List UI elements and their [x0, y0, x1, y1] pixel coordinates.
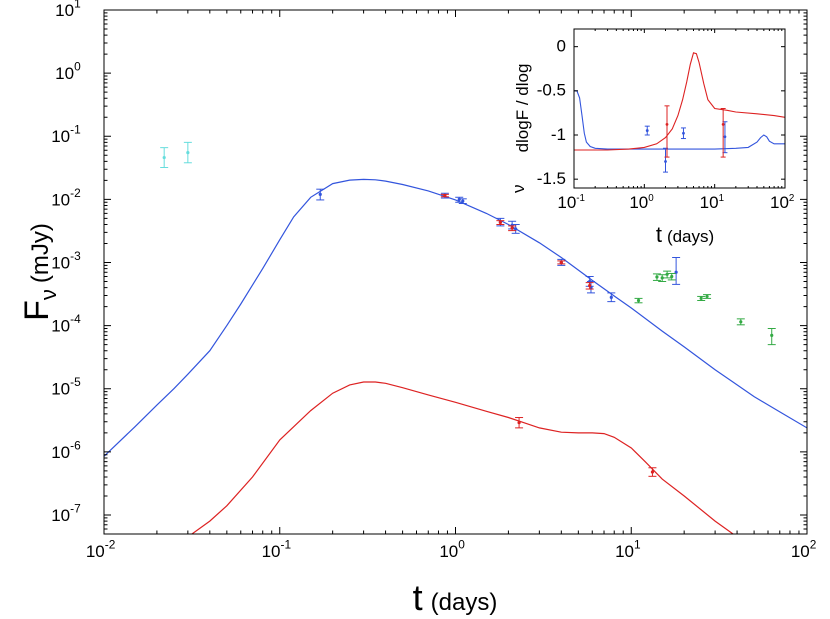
inset-slope-data-blue-point: [663, 147, 669, 173]
main-data-red-point: [440, 193, 449, 198]
main-data-cyan-marker: [162, 155, 166, 160]
main-x-tick-label: 101: [615, 538, 641, 562]
main-data-red-marker: [650, 470, 655, 474]
x-axis-label-unit: (days): [431, 589, 498, 616]
main-y-tick-label: 101: [55, 0, 81, 20]
inset-x-axis-label: t (days): [656, 222, 714, 247]
x-axis-label-main: t: [413, 577, 423, 618]
main-data-green-point: [697, 295, 706, 302]
main-data-green-marker: [699, 296, 703, 300]
inset-y-tick-label: -1.5: [537, 169, 566, 188]
inset-plot-frame: [573, 28, 786, 189]
main-data-green-marker: [770, 333, 774, 338]
main-data-red-point: [585, 282, 594, 290]
main-data-green-marker: [660, 276, 664, 280]
y-axis-label-main: F: [18, 300, 56, 321]
main-x-tick-label: 10-2: [86, 538, 116, 562]
main-plot-frame: [103, 9, 808, 535]
inset-slope-data-red-marker: [721, 123, 725, 126]
inset-y-tick-label: -1: [551, 125, 566, 144]
inset-slope-data-blue-point: [680, 127, 686, 140]
inset-x-tick-label: 102: [770, 193, 794, 212]
main-data-cyan-point: [160, 147, 169, 168]
main-data-red-marker: [559, 260, 563, 265]
main-x-tick-label: 102: [791, 538, 817, 562]
main-data-blue-point: [316, 188, 325, 201]
inset-slope-blue-line: [574, 90, 785, 150]
inset-slope-data-blue-marker: [664, 160, 667, 163]
inset-slope-data-blue-marker: [645, 129, 649, 132]
main-data-red-marker: [443, 193, 447, 198]
inset-slope-red-line: [574, 52, 785, 151]
main-y-tick-label: 10-3: [51, 249, 81, 273]
main-y-tick-label: 10-5: [51, 375, 81, 399]
main-data-green-point: [767, 328, 776, 346]
main-y-tick-label: 10-4: [51, 312, 81, 336]
main-data-blue-marker: [461, 199, 465, 203]
main-data-blue-marker: [457, 197, 461, 201]
main-data-red-point: [496, 220, 505, 225]
inset-y-axis-label-nu: ν: [509, 185, 528, 194]
main-data-blue-marker: [514, 227, 518, 231]
main-data-green-point: [703, 294, 712, 299]
main-data-blue-point: [607, 292, 616, 303]
inset-slope-data-red-marker: [665, 123, 669, 126]
y-axis-label: Fν (mJy): [18, 223, 61, 321]
main-y-tick-label: 10-1: [51, 123, 81, 147]
inset-slope-data-blue-point: [644, 125, 650, 136]
main-data-green-marker: [655, 275, 659, 279]
main-data-green-point: [736, 318, 745, 326]
main-data-blue-point: [458, 198, 467, 205]
inset-y-tick-label: -0.5: [537, 81, 566, 100]
inset-y-axis-label: dlogF / dlog: [513, 64, 532, 153]
main-model-blue-line: [104, 178, 807, 457]
main-data-red-marker: [588, 284, 592, 288]
inset-slope-data-red-point: [720, 108, 726, 158]
inset-x-tick-label: 101: [700, 193, 724, 212]
inset-slope-data-blue-marker: [682, 131, 685, 135]
inset-y-axis-label-nu-text: ν: [509, 185, 528, 194]
main-y-tick-label: 10-6: [51, 438, 81, 462]
main-y-tick-label: 10-2: [51, 186, 81, 210]
main-x-tick-label: 10-1: [262, 538, 292, 562]
main-data-red-marker: [517, 421, 521, 425]
main-data-red-point: [557, 260, 566, 265]
inset-slope-data-red-point: [664, 105, 670, 158]
main-data-green-marker: [670, 274, 674, 279]
main-data-green-point: [634, 297, 643, 304]
main-data-green-marker: [636, 298, 641, 303]
main-data-cyan-point: [183, 141, 192, 164]
main-data-green-point: [652, 273, 661, 281]
x-axis-label: t (days): [413, 577, 498, 618]
main-data-blue-point: [672, 257, 681, 285]
main-data-green-point: [667, 272, 676, 281]
inset-x-axis-label-unit: (days): [667, 227, 714, 246]
inset-y-axis-label-text: dlogF / dlog: [513, 64, 532, 153]
main-data-blue-marker: [318, 192, 322, 196]
y-axis-label-unit: (mJy): [27, 223, 54, 283]
main-data-cyan-marker: [186, 151, 190, 155]
main-data-green-marker: [705, 294, 709, 299]
inset-x-tick-label: 100: [629, 193, 654, 212]
inset-slope-data-blue-marker: [723, 135, 727, 139]
inset-slope-data-blue-point: [722, 121, 728, 154]
inset-x-axis-label-main: t: [656, 222, 662, 247]
main-model-red-line: [190, 381, 735, 534]
main-data-red-point: [508, 225, 517, 232]
main-data-red-point: [515, 417, 524, 429]
main-data-red-marker: [498, 220, 502, 225]
main-y-tick-label: 10-7: [51, 501, 81, 525]
main-data-green-marker: [739, 320, 743, 324]
main-data-red-point: [648, 467, 657, 477]
main-data-blue-marker: [609, 295, 613, 299]
main-data-green-point: [658, 274, 667, 283]
inset-y-tick-label: 0: [557, 37, 566, 56]
y-axis-label-sub: ν: [36, 289, 61, 300]
inset-x-tick-label: 10-1: [557, 193, 585, 212]
inset-plot-panel: 10-1 100 101 102 0 -0.5 -1 -1.5: [537, 28, 794, 212]
main-y-tick-label: 100: [55, 60, 81, 84]
main-data-red-marker: [510, 226, 514, 230]
main-x-tick-label: 100: [439, 538, 465, 562]
